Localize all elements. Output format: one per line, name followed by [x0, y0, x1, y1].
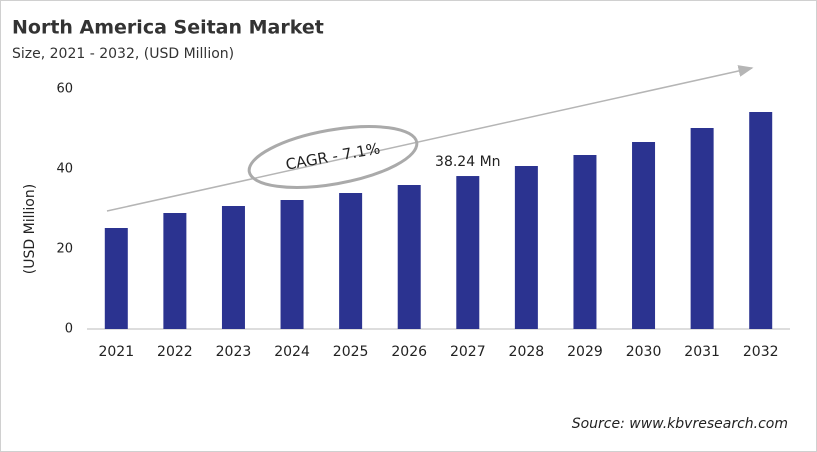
x-tick-label: 2026 [391, 344, 427, 360]
cagr-ellipse [247, 125, 419, 189]
bar [221, 206, 245, 329]
y-tick-label: 0 [65, 322, 73, 337]
x-tick-label: 2028 [509, 344, 545, 360]
x-tick-label: 2021 [98, 344, 134, 360]
bar [690, 128, 714, 329]
x-tick-label: 2024 [274, 344, 310, 360]
source: Source: www.kbvresearch.com [572, 416, 788, 432]
y-tick-label: 40 [56, 162, 73, 177]
trend-arrow [106, 65, 754, 212]
bar [632, 142, 656, 329]
y-tick-label: 20 [56, 242, 73, 257]
bar [514, 166, 538, 329]
x-tick-label: 2032 [743, 344, 779, 360]
bar [573, 155, 597, 329]
chart-title: North America Seitan Market [12, 17, 324, 39]
bar [339, 193, 363, 329]
x-tick-label: 2022 [157, 344, 193, 360]
bar [749, 112, 773, 329]
y-axis-title: (USD Million) [22, 184, 38, 274]
x-tick-label: 2029 [567, 344, 603, 360]
bar [280, 200, 304, 329]
x-tick-label: 2023 [216, 344, 252, 360]
bar [397, 185, 421, 329]
y-tick-label: 60 [56, 82, 73, 97]
x-tick-label: 2031 [684, 344, 720, 360]
bar [456, 176, 480, 329]
chart-subtitle: Size, 2021 - 2032, (USD Million) [12, 46, 234, 62]
bar [163, 213, 187, 329]
x-tick-label: 2027 [450, 344, 486, 360]
x-tick-label: 2030 [626, 344, 662, 360]
bar [104, 228, 128, 329]
data-label: 38.24 Mn [435, 154, 500, 170]
x-tick-label: 2025 [333, 344, 369, 360]
